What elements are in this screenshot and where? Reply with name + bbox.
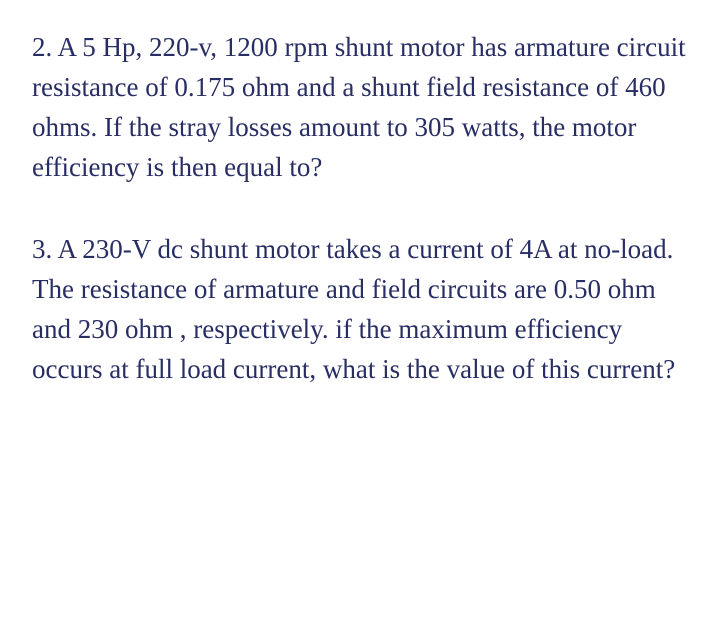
question-3: 3. A 230-V dc shunt motor takes a curren… — [32, 230, 688, 390]
question-text: 3. A 230-V dc shunt motor takes a curren… — [32, 230, 688, 390]
question-text: 2. A 5 Hp, 220-v, 1200 rpm shunt motor h… — [32, 28, 688, 188]
question-2: 2. A 5 Hp, 220-v, 1200 rpm shunt motor h… — [32, 28, 688, 188]
